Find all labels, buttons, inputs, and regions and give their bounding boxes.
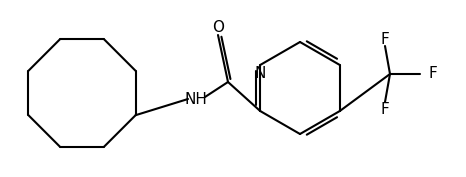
Text: F: F (381, 101, 390, 116)
Text: NH: NH (185, 92, 207, 107)
Text: F: F (381, 32, 390, 47)
Text: O: O (212, 21, 224, 36)
Text: F: F (428, 67, 437, 81)
Text: N: N (254, 65, 266, 81)
